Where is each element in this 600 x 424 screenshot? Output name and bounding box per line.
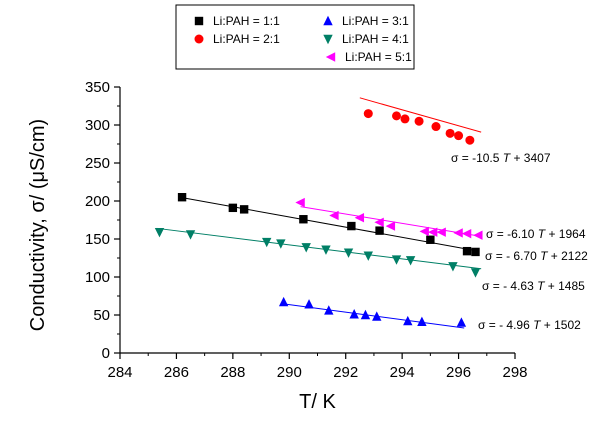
data-point [392, 111, 401, 121]
fit-equation: σ = -6.10 T + 1964 [486, 227, 586, 241]
fit-equation: σ = - 6.70 T + 2122 [485, 249, 588, 263]
data-point [461, 228, 472, 239]
legend: Li:PAH = 1:1 Li:PAH = 2:1 Li:PAH = 3:1 Li:P… [175, 4, 415, 70]
axes: 284 286 288 290 292 294 296 298 0 50 100 150 200 250 3… [85, 79, 528, 381]
legend-label: Li:PAH = 3:1 [342, 14, 409, 28]
data-point [470, 268, 481, 278]
legend-label: Li:PAH = 1:1 [213, 14, 280, 28]
data-point [471, 247, 480, 257]
data-point [239, 205, 249, 214]
data-points [154, 109, 483, 327]
data-point [360, 309, 371, 320]
data-point [301, 243, 311, 253]
data-point [405, 256, 416, 266]
data-point [456, 317, 467, 327]
y-tick-label: 50 [93, 307, 110, 324]
data-point [329, 210, 339, 221]
y-axis-title: Conductivity, σ/ (μS/cm) [27, 119, 49, 331]
fit-lines [156, 97, 482, 329]
legend-marker [194, 16, 204, 26]
data-point [299, 215, 308, 224]
legend-label: Li:PAH = 4:1 [342, 32, 409, 46]
y-tick-label: 250 [85, 155, 110, 172]
x-tick-label: 284 [107, 364, 132, 381]
data-point [154, 227, 165, 238]
data-point [465, 135, 475, 145]
data-point [453, 228, 463, 238]
x-tick-label: 298 [502, 364, 527, 381]
axis-titles: T/ K Conductivity, σ/ (μS/cm) [27, 119, 336, 413]
data-point [349, 309, 359, 319]
fit-equation: σ = - 4.63 T + 1485 [482, 279, 585, 293]
data-point [445, 128, 455, 138]
data-point [417, 316, 427, 327]
data-point [414, 116, 424, 126]
data-point [385, 221, 396, 231]
data-point [436, 227, 446, 237]
legend-marker [323, 34, 333, 45]
data-point [400, 114, 410, 124]
data-point [419, 226, 429, 237]
data-point [185, 230, 196, 240]
x-tick-label: 286 [164, 364, 189, 381]
data-point [391, 255, 402, 265]
y-tick-label: 350 [85, 79, 110, 96]
data-point [363, 251, 373, 261]
data-point [343, 248, 354, 258]
y-tick-label: 150 [85, 231, 110, 248]
y-tick-label: 100 [85, 269, 110, 286]
data-point [276, 239, 286, 249]
fit-line [359, 97, 482, 133]
data-point [448, 262, 458, 272]
data-point [177, 193, 187, 202]
x-tick-label: 296 [446, 364, 471, 381]
data-point [426, 235, 435, 244]
data-point [363, 109, 373, 119]
data-point [324, 305, 334, 315]
data-point [375, 226, 384, 235]
legend-label: Li:PAH = 2:1 [213, 32, 280, 46]
data-point [354, 213, 365, 223]
fit-line [300, 206, 482, 237]
y-tick-label: 0 [102, 345, 110, 362]
data-point [431, 122, 441, 132]
x-tick-label: 290 [277, 364, 302, 381]
data-point [454, 131, 464, 141]
data-point [278, 296, 289, 307]
data-point [372, 311, 382, 321]
x-tick-label: 294 [390, 364, 415, 381]
fit-equation: σ = - 4.96 T + 1502 [478, 318, 581, 332]
data-point [427, 227, 438, 237]
data-point [321, 245, 331, 255]
legend-marker [323, 15, 333, 26]
x-tick-label: 292 [333, 364, 358, 381]
fit-equation: σ = -10.5 T + 3407 [451, 151, 551, 165]
x-axis-title: T/ K [299, 391, 336, 413]
legend-label: Li:PAH = 5:1 [345, 50, 412, 64]
y-tick-label: 200 [85, 193, 110, 210]
data-point [304, 299, 314, 309]
data-point [374, 217, 384, 227]
data-point [262, 237, 272, 248]
legend-marker [325, 52, 336, 62]
fit-equations: σ = - 6.70 T + 2122 σ = -10.5 T + 3407 σ =… [451, 151, 588, 332]
legend-marker [194, 34, 204, 44]
data-point [473, 230, 483, 240]
data-point [403, 315, 413, 326]
data-point [295, 197, 305, 208]
fit-line [156, 227, 482, 270]
data-point [462, 246, 472, 256]
data-point [228, 203, 238, 213]
data-point [347, 221, 356, 231]
x-tick-label: 288 [220, 364, 245, 381]
legend-box [175, 4, 415, 70]
y-tick-label: 300 [85, 117, 110, 134]
